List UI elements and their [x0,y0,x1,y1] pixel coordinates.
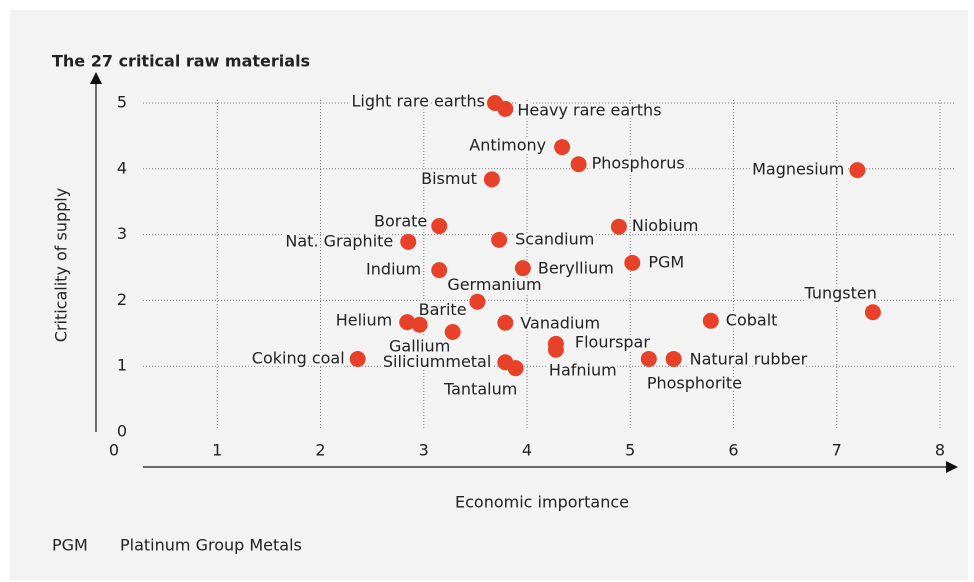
point-label: Siliciummetal [383,352,491,371]
y-arrow [90,72,102,84]
point [624,254,641,271]
y-tick-label: 1 [117,356,127,375]
point [864,304,881,321]
point-label: Light rare earths [351,92,485,111]
y-tick-label: 5 [117,93,127,112]
point-label: Coking coal [252,348,345,367]
point-label: PGM [648,252,684,271]
point [399,314,416,331]
x-tick-label: 1 [212,441,222,460]
x-tick-label: 7 [832,441,842,460]
y-tick-label: 2 [117,290,127,309]
x-tick-label: 3 [419,441,429,460]
point [400,233,417,250]
point-label: Phosphorite [647,373,742,392]
point-label: Beryllium [538,259,614,278]
x-arrow [946,461,958,473]
x-tick-label: 0 [109,441,119,460]
point [702,312,719,329]
x-tick-label: 6 [728,441,738,460]
point-label: Heavy rare earths [517,100,661,119]
x-axis-label: Economic importance [455,493,629,512]
point-label: Tungsten [804,284,877,303]
point-label: Scandium [515,229,594,248]
point-label: Bismut [421,169,477,188]
point-label: Helium [336,311,393,330]
point [497,100,514,117]
point [431,262,448,279]
point [547,341,564,358]
point-label: Indium [366,260,421,279]
grid [143,100,955,428]
chart-title: The 27 critical raw materials [52,52,310,71]
point-label: Cobalt [726,310,778,329]
point [431,218,448,235]
point-label: Magnesium [752,160,844,179]
point [570,156,587,173]
footnote-abbr: PGM [52,536,88,555]
point-label: Natural rubber [690,349,808,368]
y-tick-label: 3 [117,224,127,243]
point [349,350,366,367]
x-tick-label: 2 [315,441,325,460]
point-label: Antimony [469,136,546,155]
footnote-text: Platinum Group Metals [120,536,302,555]
point [469,293,486,310]
point [665,350,682,367]
point-label: Gallium [389,336,450,355]
point [610,218,627,235]
point [849,162,866,179]
point-label: Tantalum [443,380,517,399]
y-tick-label: 0 [117,422,127,441]
point [444,323,461,340]
point-label: Barite [419,300,467,319]
point-label: Hafnium [549,360,617,379]
point-label: Borate [374,212,427,231]
x-tick-label: 5 [625,441,635,460]
x-tick-label: 4 [522,441,532,460]
point-label: Vanadium [520,313,600,332]
point-label: Germanium [447,275,541,294]
y-tick-label: 4 [117,158,127,177]
point [483,171,500,188]
point-label: Nat. Graphite [285,231,393,250]
point [497,314,514,331]
point [491,231,508,248]
marks: Light rare earths Heavy rare earths Antimo… [249,89,881,402]
y-axis-label: Criticality of supply [52,188,71,342]
point [640,350,657,367]
point [411,316,428,333]
x-tick-label: 8 [935,441,945,460]
point-label: Niobium [632,216,699,235]
point [554,139,571,156]
point-label: Phosphorus [592,154,685,173]
point [507,360,524,377]
point-label: Flourspar [575,332,650,351]
point [514,260,531,277]
